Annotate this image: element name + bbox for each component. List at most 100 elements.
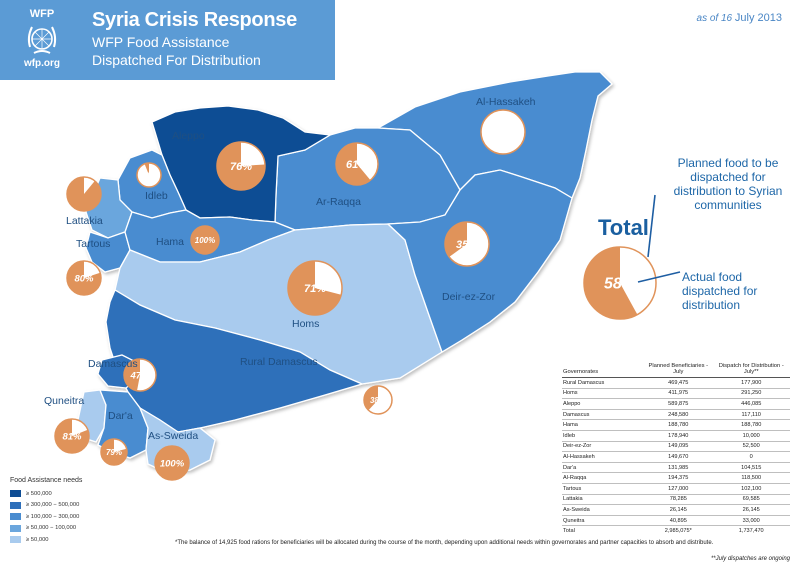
table-row: Al-Raqqa 194,375 118,500	[562, 472, 790, 484]
table-total-row: Total 2,985,075* 1,737,470	[562, 526, 790, 537]
wheat-emblem-icon	[27, 26, 57, 54]
food-needs-legend-item: ≥ 50,000 − 100,000	[10, 523, 82, 535]
cell-governorate: Homs	[562, 388, 645, 400]
pie-tartous: 80%	[66, 260, 102, 296]
legend-swatch	[10, 513, 21, 521]
legend-swatch	[10, 536, 21, 544]
cell-planned: 78,285	[644, 494, 713, 506]
col-planned: Planned Beneficiaries - July	[644, 362, 713, 378]
cell-governorate: Total	[563, 528, 575, 535]
table-row: Damascus 248,580 117,110	[562, 409, 790, 421]
pie-hama-label: 100%	[195, 236, 215, 245]
cell-dispatch: 188,780	[712, 419, 790, 431]
cell-dispatch: 1,737,470	[738, 528, 764, 535]
label-al-hassakeh: Al-Hassakeh	[476, 96, 536, 108]
pie-lattakia-slice	[67, 176, 101, 211]
cell-governorate: Quneitra	[562, 515, 645, 527]
legend-swatch-label: ≥ 300,000 − 500,000	[26, 502, 80, 509]
pie-ar-raqqa-slice	[336, 142, 371, 185]
label-deir-ez-zor: Deir-ez-Zor	[442, 291, 496, 303]
cell-governorate: Al-Hassakeh	[562, 451, 645, 463]
food-needs-legend-item: ≥ 500,000	[10, 488, 82, 500]
table-row: Rural Damascus 469,475 177,900	[562, 377, 790, 389]
pie-idleb: 6%	[136, 162, 162, 188]
cell-dispatch: 102,100	[712, 483, 790, 495]
pie-rural-damascus: 38%	[363, 385, 393, 415]
planned-connector-line	[647, 194, 656, 258]
food-needs-legend-item: ≥ 100,000 − 300,000	[10, 511, 82, 523]
cell-governorate: Idleb	[562, 430, 645, 442]
cell-governorate: Aleppo	[562, 398, 645, 410]
label-dar-a: Dar'a	[108, 410, 133, 422]
table-row: Tartous 127,000 102,100	[562, 483, 790, 495]
cell-dispatch: 26,145	[712, 504, 790, 516]
food-needs-legend-title: Food Assistance needs	[10, 477, 83, 484]
table-row: Hama 188,780 188,780	[562, 419, 790, 431]
pie-hama-slice	[191, 226, 219, 254]
food-needs-legend-item: ≥ 50,000	[10, 534, 82, 546]
pie-deir-ez-zor: 35%	[444, 221, 490, 267]
cell-dispatch: 10,000	[712, 430, 790, 442]
cell-dispatch: 69,585	[712, 494, 790, 506]
pie-total: 58%	[583, 246, 657, 320]
cell-planned: 589,875	[644, 398, 713, 410]
label-tartous: Tartous	[76, 238, 111, 250]
cell-dispatch: 0	[712, 451, 790, 463]
date-value: July 2013	[734, 12, 782, 24]
table-row: Al-Hassakeh 149,670 0	[562, 451, 790, 463]
pie-dar-a: 79%	[100, 438, 128, 466]
col-dispatch: Dispatch for Distribution - July**	[712, 362, 790, 378]
date-prefix: as of 16	[696, 13, 733, 24]
cell-governorate: Damascus	[562, 409, 645, 421]
table-row: Quneitra 40,895 33,000	[562, 515, 790, 527]
legend-swatch-label: ≥ 100,000 − 300,000	[26, 513, 80, 520]
pie-rural-damascus-label: 38%	[370, 396, 386, 405]
pie-damascus-label: 47%	[129, 370, 150, 381]
label-idleb: Idleb	[145, 190, 168, 202]
header-banner: WFP wfp.org Syria Crisis Response WFP Fo…	[0, 0, 335, 80]
pie-rural-damascus-slice	[364, 385, 379, 411]
table-row: As-Sweida 26,145 26,145	[562, 504, 790, 516]
legend-swatch-label: ≥ 50,000 − 100,000	[26, 525, 77, 532]
pie-quneitra: 81%	[54, 418, 90, 454]
cell-planned: 149,095	[644, 441, 713, 453]
food-needs-legend-item: ≥ 300,000 − 500,000	[10, 500, 82, 512]
legend-swatch	[10, 524, 21, 532]
label-quneitra: Quneitra	[44, 395, 85, 407]
cell-governorate: Dar'a	[562, 462, 645, 474]
pie-damascus-slice	[123, 358, 141, 391]
pie-lattakia	[66, 176, 102, 212]
pie-quneitra-label: 81%	[62, 431, 82, 442]
cell-planned: 26,145	[644, 504, 713, 516]
pie-chart-layer: 76% 0% 61% 6% 80% 100% 71% 35% 47% 38% 81% 79% 100%	[54, 109, 526, 481]
cell-planned: 188,780	[644, 419, 713, 431]
label-as-sweida: As-Sweida	[148, 430, 199, 442]
actual-connector-line	[637, 271, 681, 283]
col-governorates: Governorates	[562, 362, 645, 378]
pie-homs: 71%	[287, 260, 343, 316]
logo-text-bottom: wfp.org	[23, 58, 61, 69]
table-body: Rural Damascus 469,475 177,900 Homs 411,975 2…	[562, 377, 790, 537]
page-title: Syria Crisis Response	[92, 9, 297, 31]
pie-homs-label: 71%	[304, 283, 326, 295]
legend-swatch-label: ≥ 50,000	[26, 536, 49, 543]
pie-damascus: 47%	[123, 358, 157, 392]
cell-governorate: Tartous	[562, 483, 645, 495]
date-stamp: as of 16 July 2013	[697, 12, 782, 24]
table-row: Idleb 178,940 10,000	[562, 430, 790, 442]
legend-swatch	[10, 490, 21, 498]
pie-ar-raqqa: 61%	[335, 142, 379, 186]
cell-planned: 469,475	[644, 377, 713, 389]
table-row: Aleppo 589,875 446,085	[562, 398, 790, 410]
cell-planned: 194,375	[644, 472, 713, 484]
region-rural-damascus	[105, 289, 364, 433]
cell-planned: 40,895	[644, 515, 713, 527]
pie-al-hassakeh-base	[480, 109, 526, 155]
legend-actual-text: Actual food dispatched for distribution	[682, 270, 758, 312]
cell-planned: 248,580	[644, 409, 713, 421]
cell-governorate: Lattakia	[562, 494, 645, 506]
cell-planned: 127,000	[644, 483, 713, 495]
legend-planned-text: Planned food to be dispatched for distri…	[673, 156, 783, 212]
footnote-balance: *The balance of 14,925 food rations for …	[175, 540, 714, 546]
pie-aleppo: 76%	[216, 141, 266, 191]
